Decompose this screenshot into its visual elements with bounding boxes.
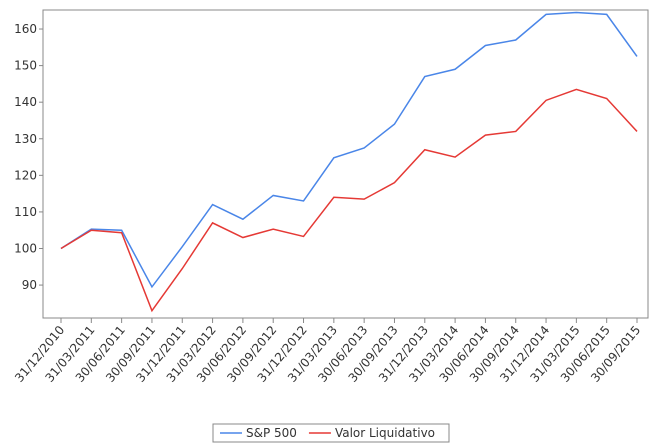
y-tick-label: 90 <box>22 278 37 292</box>
series-line <box>60 11 638 289</box>
y-tick-label: 120 <box>14 168 37 182</box>
legend-label: S&P 500 <box>246 426 297 440</box>
plot-frame <box>42 9 649 319</box>
series-line <box>60 88 638 313</box>
y-tick-label: 150 <box>14 59 37 73</box>
legend-label: Valor Liquidativo <box>335 426 435 440</box>
y-tick-label: 100 <box>14 241 37 255</box>
legend-box <box>212 423 450 443</box>
y-tick-label: 110 <box>14 205 37 219</box>
y-tick-label: 160 <box>14 22 37 36</box>
legend: S&P 500 Valor Liquidativo <box>212 423 450 443</box>
y-tick-label: 140 <box>14 95 37 109</box>
y-tick-label: 130 <box>14 132 37 146</box>
